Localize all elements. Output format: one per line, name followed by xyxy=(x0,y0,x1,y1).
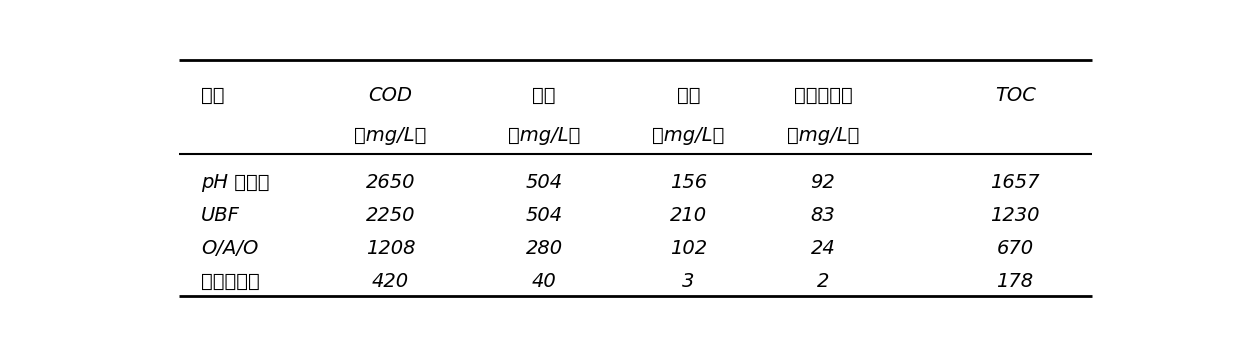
Text: 3: 3 xyxy=(682,272,694,291)
Text: （mg/L）: （mg/L） xyxy=(508,126,580,145)
Text: 2: 2 xyxy=(817,272,830,291)
Text: 210: 210 xyxy=(670,206,707,225)
Text: 102: 102 xyxy=(670,239,707,258)
Text: 电催化氧化: 电催化氧化 xyxy=(201,272,260,291)
Text: 2650: 2650 xyxy=(366,173,415,192)
Text: 40: 40 xyxy=(532,272,557,291)
Text: 504: 504 xyxy=(526,206,563,225)
Text: UBF: UBF xyxy=(201,206,241,225)
Text: COD: COD xyxy=(368,86,413,105)
Text: O/A/O: O/A/O xyxy=(201,239,258,258)
Text: 1208: 1208 xyxy=(366,239,415,258)
Text: （mg/L）: （mg/L） xyxy=(652,126,724,145)
Text: pH 调节池: pH 调节池 xyxy=(201,173,269,192)
Text: 504: 504 xyxy=(526,173,563,192)
Text: 氨氮: 氨氮 xyxy=(677,86,701,105)
Text: 24: 24 xyxy=(811,239,836,258)
Text: 178: 178 xyxy=(997,272,1034,291)
Text: 1657: 1657 xyxy=(991,173,1040,192)
Text: 总氮: 总氮 xyxy=(532,86,556,105)
Text: （mg/L）: （mg/L） xyxy=(355,126,427,145)
Text: 156: 156 xyxy=(670,173,707,192)
Text: 名称: 名称 xyxy=(201,86,224,105)
Text: 420: 420 xyxy=(372,272,409,291)
Text: （mg/L）: （mg/L） xyxy=(786,126,859,145)
Text: 83: 83 xyxy=(811,206,836,225)
Text: 670: 670 xyxy=(997,239,1034,258)
Text: 280: 280 xyxy=(526,239,563,258)
Text: TOC: TOC xyxy=(994,86,1035,105)
Text: 2250: 2250 xyxy=(366,206,415,225)
Text: 92: 92 xyxy=(811,173,836,192)
Text: 1230: 1230 xyxy=(991,206,1040,225)
Text: 吡啶类物质: 吡啶类物质 xyxy=(794,86,852,105)
